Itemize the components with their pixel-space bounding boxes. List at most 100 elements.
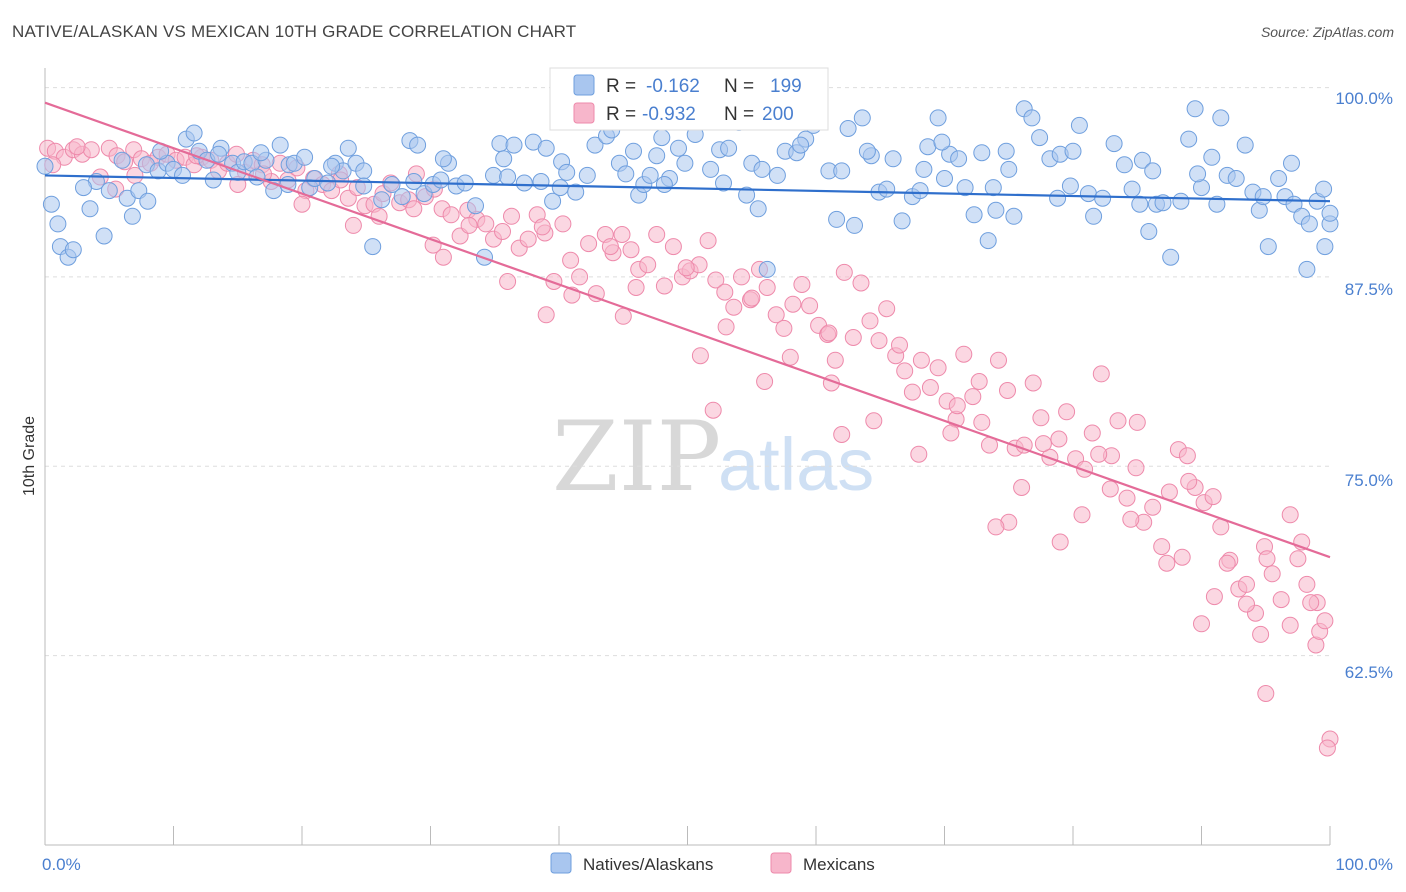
data-point-mexicans — [1281, 616, 1299, 634]
data-point-mexicans — [852, 274, 870, 292]
data-point-natives — [702, 160, 720, 178]
data-point-mexicans — [707, 271, 725, 289]
data-point-mexicans — [921, 379, 939, 396]
data-point-mexicans — [533, 218, 551, 236]
data-point-mexicans — [955, 345, 973, 363]
data-point-natives — [738, 186, 756, 204]
data-point-natives — [495, 150, 513, 168]
data-point-mexicans — [434, 248, 452, 266]
data-point-mexicans — [1158, 554, 1176, 572]
data-point-natives — [551, 179, 569, 197]
data-point-mexicans — [942, 424, 960, 442]
data-point-mexicans — [781, 348, 799, 366]
data-point-natives — [911, 182, 929, 200]
y-tick-label: 75.0% — [1345, 471, 1393, 490]
data-point-natives — [491, 135, 509, 153]
data-point-mexicans — [1127, 459, 1145, 477]
data-point-mexicans — [1122, 510, 1140, 528]
stats-n-label: N = — [724, 76, 754, 97]
data-point-natives — [839, 120, 857, 137]
data-point-natives — [1085, 207, 1103, 225]
data-point-mexicans — [833, 426, 851, 443]
data-point-natives — [36, 157, 54, 175]
legend-swatch-mexicans — [770, 852, 792, 874]
x-tick-label-max: 100.0% — [1335, 855, 1393, 874]
data-point-mexicans — [910, 445, 928, 463]
data-point-natives — [1300, 215, 1318, 233]
data-point-natives — [499, 168, 517, 186]
data-point-natives — [956, 179, 974, 197]
data-point-natives — [1212, 109, 1230, 127]
data-point-natives — [42, 195, 60, 213]
data-point-mexicans — [775, 319, 793, 337]
stats-box-frame — [549, 67, 829, 131]
data-point-mexicans — [1051, 533, 1069, 551]
data-point-natives — [1133, 151, 1151, 169]
data-point-mexicans — [1289, 550, 1307, 568]
data-point-natives — [833, 162, 851, 180]
data-point-natives — [505, 136, 523, 154]
legend-label-mexicans: Mexicans — [803, 855, 875, 874]
data-point-mexicans — [820, 324, 838, 342]
stats-r-label: R = — [606, 104, 636, 125]
data-point-mexicans — [655, 277, 673, 295]
data-point-natives — [364, 238, 382, 256]
data-point-natives — [210, 145, 227, 163]
data-point-natives — [567, 183, 585, 201]
data-point-natives — [676, 154, 694, 172]
data-point-natives — [383, 176, 401, 193]
data-point-mexicans — [1238, 575, 1255, 593]
data-point-natives — [64, 241, 82, 259]
data-point-mexicans — [571, 268, 589, 286]
data-point-natives — [919, 138, 937, 156]
data-point-natives — [355, 162, 373, 180]
watermark-atlas: atlas — [718, 423, 874, 506]
data-point-natives — [828, 210, 846, 228]
data-point-natives — [75, 179, 92, 197]
data-point-mexicans — [865, 412, 883, 430]
data-point-natives — [1236, 136, 1254, 154]
data-point-natives — [933, 133, 951, 151]
data-point-mexicans — [801, 297, 819, 315]
data-point-natives — [1131, 195, 1149, 213]
data-point-natives — [296, 148, 314, 166]
data-point-natives — [49, 215, 67, 233]
data-point-natives — [984, 179, 1002, 197]
stats-n-label: N = — [724, 104, 754, 125]
data-point-mexicans — [987, 518, 1005, 536]
data-point-mexicans — [344, 216, 362, 234]
data-point-mexicans — [1109, 412, 1127, 430]
mexicans-trend-line — [44, 101, 1331, 559]
data-point-mexicans — [1128, 413, 1146, 431]
data-point-natives — [1208, 195, 1226, 213]
data-point-mexicans — [1118, 489, 1136, 507]
data-point-mexicans — [964, 388, 982, 406]
stats-r-value: -0.932 — [642, 104, 696, 125]
data-point-natives — [617, 165, 635, 183]
data-point-mexicans — [725, 298, 743, 316]
stats-box: R = -0.162 N = 199 R = -0.932 N = 200 — [549, 67, 829, 131]
data-point-natives — [625, 142, 642, 160]
data-point-mexicans — [948, 397, 966, 415]
stats-n-value: 200 — [762, 104, 794, 125]
data-point-mexicans — [477, 215, 495, 233]
data-point-natives — [979, 232, 997, 250]
data-point-natives — [174, 166, 191, 184]
data-point-natives — [558, 163, 576, 181]
data-point-mexicans — [1263, 565, 1281, 583]
data-point-mexicans — [716, 283, 734, 301]
stats-n-value: 199 — [770, 76, 802, 97]
data-point-natives — [339, 139, 357, 157]
data-point-mexicans — [835, 263, 853, 281]
data-point-natives — [1123, 180, 1141, 198]
data-point-mexicans — [601, 238, 619, 256]
data-point-natives — [1105, 135, 1123, 153]
data-point-natives — [749, 200, 767, 218]
data-point-natives — [100, 182, 118, 200]
data-point-mexicans — [691, 347, 709, 365]
data-point-natives — [950, 150, 968, 168]
data-point-natives — [319, 174, 337, 192]
data-point-mexicans — [1083, 424, 1101, 442]
data-point-mexicans — [784, 295, 802, 313]
